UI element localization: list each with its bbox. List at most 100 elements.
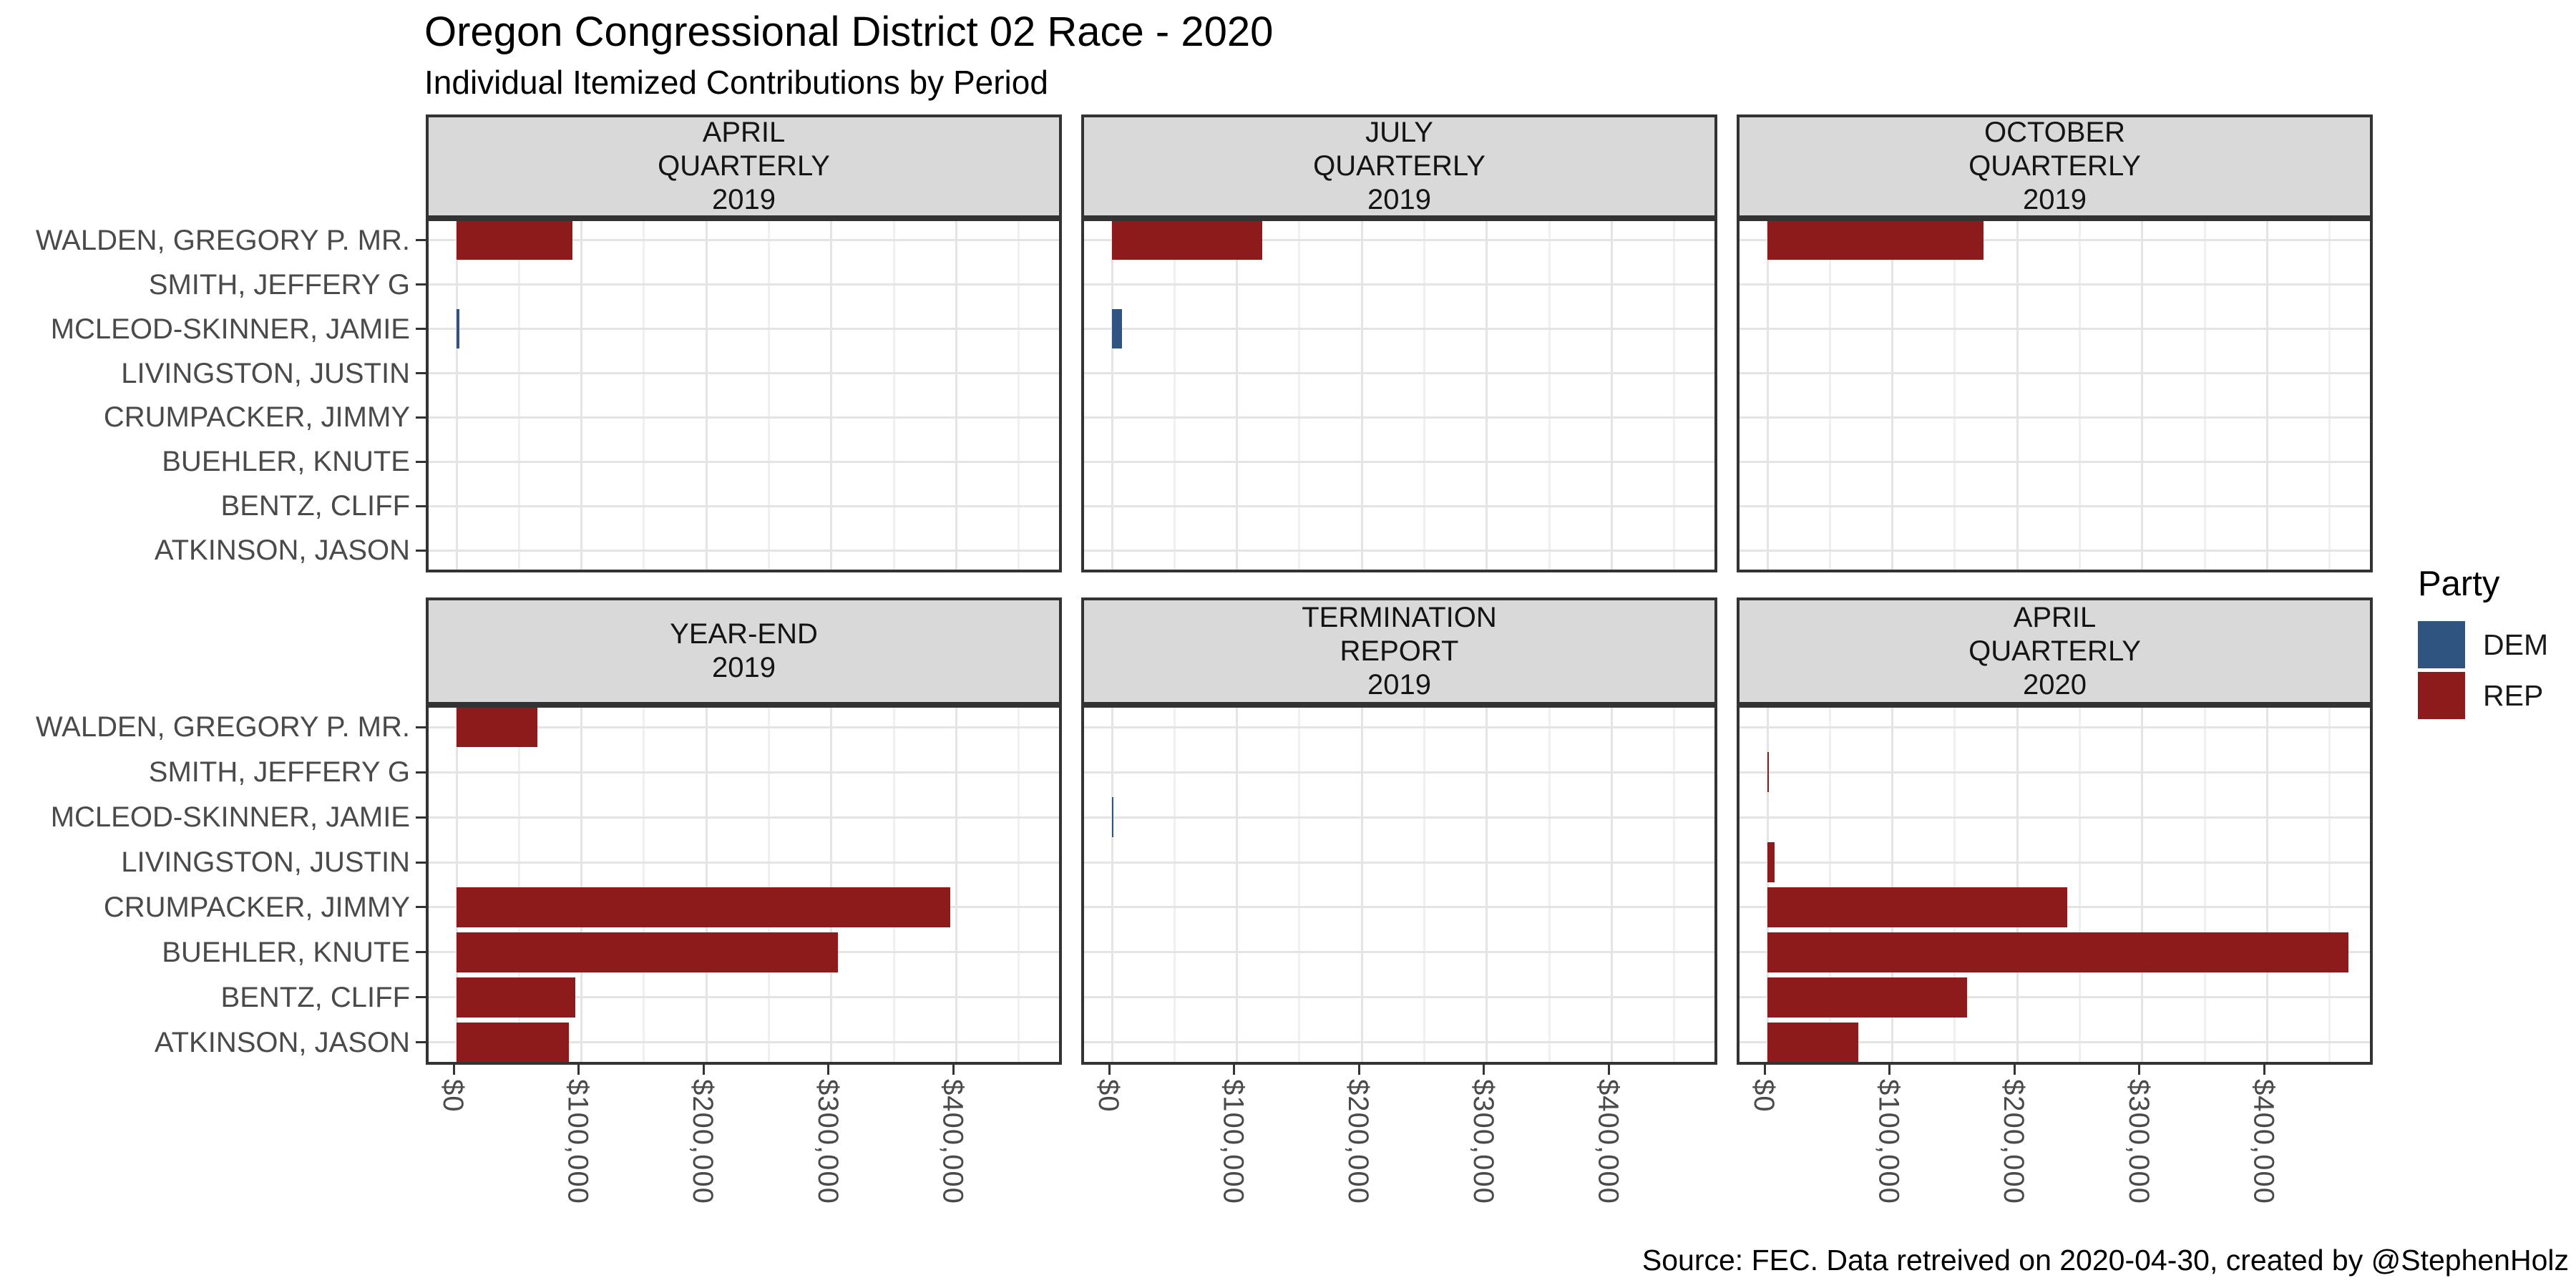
bar-rep bbox=[457, 1022, 570, 1062]
gridline-vertical bbox=[1673, 708, 1676, 1062]
y-axis-tick bbox=[416, 239, 426, 242]
x-axis-label: $0 bbox=[1748, 1079, 1780, 1113]
bar-rep bbox=[1767, 752, 1769, 793]
y-axis-tick bbox=[416, 460, 426, 463]
gridline-vertical bbox=[2328, 708, 2331, 1062]
gridline-horizontal bbox=[1740, 372, 2370, 375]
gridline-horizontal bbox=[1084, 283, 1714, 286]
facet-strip-label: REPORT bbox=[1340, 635, 1459, 667]
facet-strip-label: QUARTERLY bbox=[658, 150, 830, 182]
gridline-vertical bbox=[517, 221, 520, 570]
y-axis-label: CRUMPACKER, JIMMY bbox=[103, 891, 410, 923]
x-axis-label: $300,000 bbox=[811, 1079, 844, 1204]
gridline-horizontal bbox=[1740, 996, 2370, 999]
bar-rep bbox=[1767, 932, 2348, 972]
y-axis-label: SMITH, JEFFERY G bbox=[148, 756, 410, 789]
y-axis-tick bbox=[416, 1041, 426, 1044]
facet-panel bbox=[1081, 705, 1717, 1065]
x-axis-label: $0 bbox=[437, 1079, 469, 1113]
x-axis-tick bbox=[1108, 1065, 1111, 1075]
x-axis-label: $200,000 bbox=[1998, 1079, 2030, 1204]
gridline-vertical bbox=[705, 708, 708, 1062]
gridline-horizontal bbox=[1084, 771, 1714, 774]
gridline-horizontal bbox=[1740, 460, 2370, 463]
x-axis-tick bbox=[577, 1065, 580, 1075]
facet-strip: JULY QUARTERLY 2019 bbox=[1081, 114, 1717, 218]
y-axis-label: MCLEOD-SKINNER, JAMIE bbox=[50, 801, 410, 834]
gridline-vertical bbox=[2265, 221, 2268, 570]
gridline-horizontal bbox=[429, 283, 1059, 286]
x-axis-tick bbox=[1357, 1065, 1360, 1075]
gridline-horizontal bbox=[1740, 726, 2370, 728]
gridline-vertical bbox=[517, 708, 520, 1062]
gridline-vertical bbox=[1828, 708, 1831, 1062]
plot-title: Oregon Congressional District 02 Race - … bbox=[424, 9, 1274, 55]
gridline-horizontal bbox=[429, 416, 1059, 419]
facet-strip: TERMINATION REPORT 2019 bbox=[1081, 597, 1717, 705]
gridline-vertical bbox=[705, 221, 708, 570]
facet-strip-label: JULY bbox=[1365, 117, 1433, 148]
x-axis-tick bbox=[452, 1065, 455, 1075]
gridline-horizontal bbox=[429, 1041, 1059, 1044]
y-axis-tick bbox=[416, 906, 426, 909]
bar-rep bbox=[1767, 842, 1775, 883]
gridline-vertical bbox=[892, 708, 895, 1062]
legend-item-dem: DEM bbox=[2418, 621, 2548, 668]
y-axis-label: WALDEN, GREGORY P. MR. bbox=[35, 224, 410, 256]
bar-rep bbox=[457, 221, 573, 260]
facet-panel bbox=[1737, 218, 2373, 572]
y-axis-label: CRUMPACKER, JIMMY bbox=[103, 401, 410, 434]
x-axis-label: $300,000 bbox=[1467, 1079, 1499, 1204]
x-axis-label: $400,000 bbox=[2248, 1079, 2280, 1204]
y-axis-tick bbox=[416, 504, 426, 507]
x-axis-label: $400,000 bbox=[1592, 1079, 1624, 1204]
facet-panel bbox=[1081, 218, 1717, 572]
gridline-vertical bbox=[2141, 221, 2144, 570]
legend-swatch-dem bbox=[2418, 621, 2465, 668]
x-axis-label: $0 bbox=[1093, 1079, 1124, 1113]
gridline-horizontal bbox=[1740, 549, 2370, 552]
y-axis-label: BUEHLER, KNUTE bbox=[162, 446, 410, 478]
gridline-horizontal bbox=[429, 460, 1059, 463]
facet-strip: YEAR-END 2019 bbox=[426, 597, 1062, 705]
gridline-horizontal bbox=[1740, 283, 2370, 286]
y-axis-tick bbox=[416, 726, 426, 728]
gridline-vertical bbox=[1173, 221, 1176, 570]
gridline-vertical bbox=[1766, 708, 1769, 1062]
gridline-vertical bbox=[1485, 221, 1488, 570]
gridline-vertical bbox=[1360, 221, 1363, 570]
gridline-horizontal bbox=[1084, 239, 1714, 242]
y-axis-tick bbox=[416, 861, 426, 864]
gridline-horizontal bbox=[429, 549, 1059, 552]
y-axis-label: ATKINSON, JASON bbox=[154, 1026, 410, 1058]
gridline-horizontal bbox=[1084, 861, 1714, 864]
gridline-horizontal bbox=[429, 816, 1059, 819]
gridline-vertical bbox=[955, 708, 957, 1062]
bar-rep bbox=[457, 977, 575, 1018]
gridline-vertical bbox=[1610, 221, 1613, 570]
gridline-horizontal bbox=[1740, 328, 2370, 331]
gridline-vertical bbox=[1766, 221, 1769, 570]
facet-strip-label: APRIL bbox=[702, 117, 786, 148]
y-axis-tick bbox=[416, 328, 426, 331]
y-axis-label: LIVINGSTON, JUSTIN bbox=[121, 847, 410, 879]
x-axis-label: $100,000 bbox=[1217, 1079, 1249, 1204]
gridline-vertical bbox=[455, 221, 458, 570]
y-axis-label: WALDEN, GREGORY P. MR. bbox=[35, 711, 410, 743]
gridline-vertical bbox=[1953, 708, 1956, 1062]
gridline-horizontal bbox=[1084, 816, 1714, 819]
y-axis-label: BUEHLER, KNUTE bbox=[162, 936, 410, 968]
bar-rep bbox=[1767, 1022, 1859, 1062]
y-axis-tick bbox=[416, 951, 426, 954]
gridline-horizontal bbox=[1084, 328, 1714, 331]
y-axis-tick bbox=[416, 416, 426, 419]
gridline-vertical bbox=[1298, 221, 1301, 570]
gridline-vertical bbox=[1298, 708, 1301, 1062]
gridline-horizontal bbox=[1740, 861, 2370, 864]
y-axis-label: BENTZ, CLIFF bbox=[220, 981, 410, 1013]
facet-strip-label: 2019 bbox=[712, 652, 776, 683]
gridline-vertical bbox=[1236, 221, 1239, 570]
gridline-horizontal bbox=[1084, 951, 1714, 954]
gridline-horizontal bbox=[1084, 906, 1714, 909]
bar-dem bbox=[1112, 309, 1122, 349]
